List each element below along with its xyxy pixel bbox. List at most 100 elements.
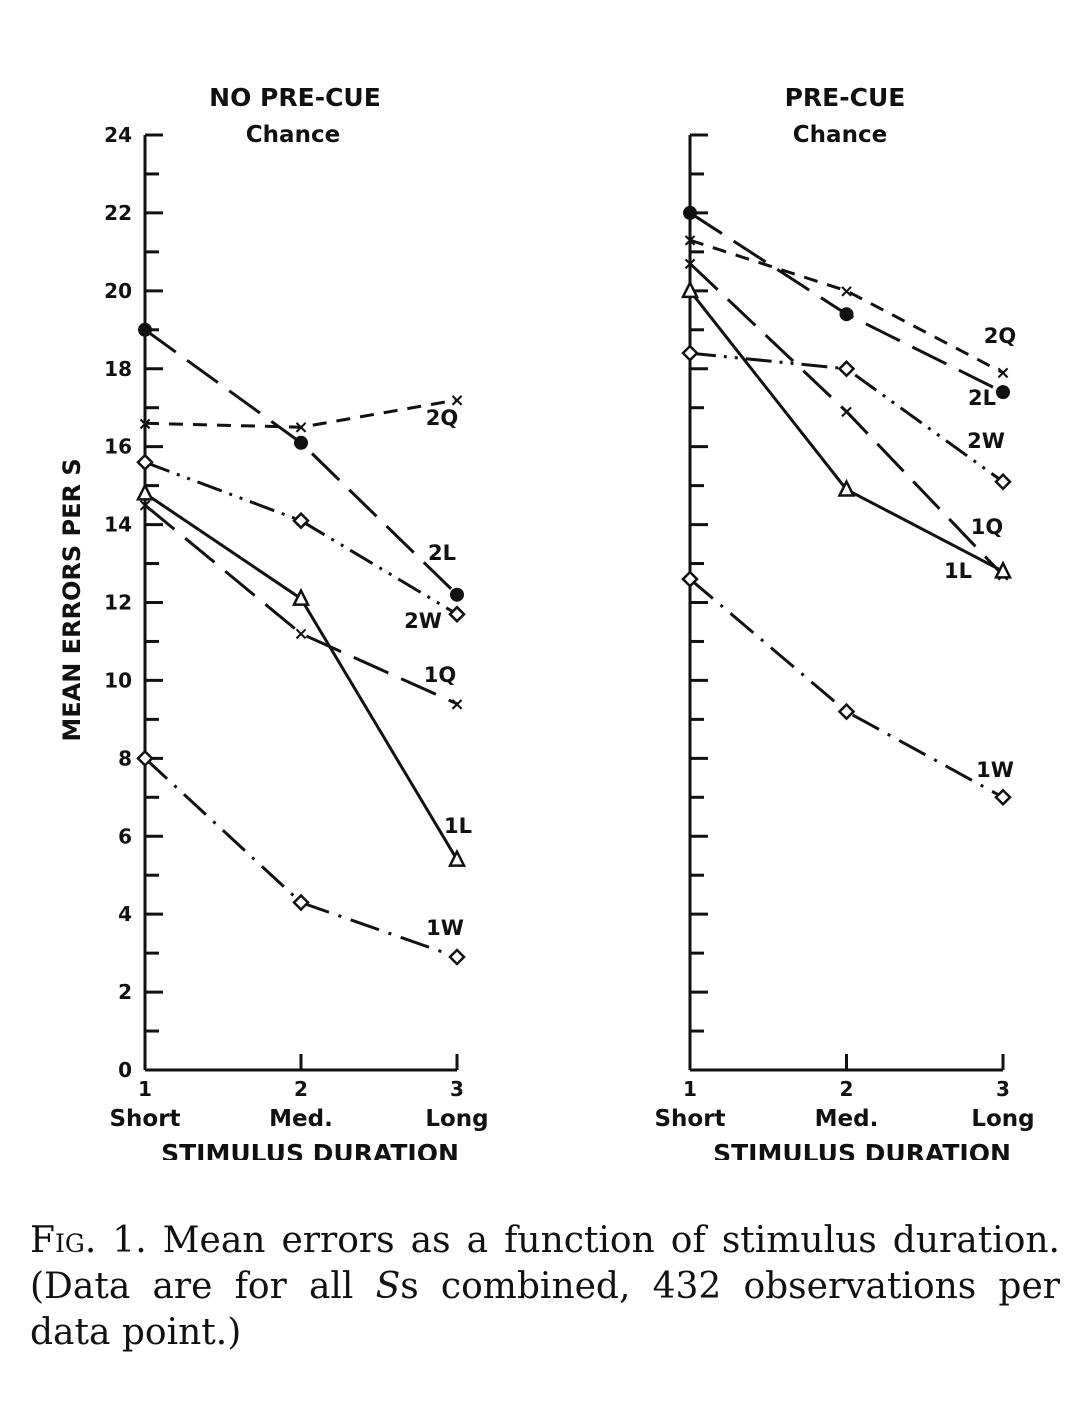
series-line <box>144 503 458 706</box>
x-category-label: Med. <box>815 1106 879 1132</box>
point-marker: × <box>293 624 308 645</box>
point-marker <box>994 472 1012 491</box>
point-marker <box>292 893 310 912</box>
point-marker <box>837 359 856 378</box>
panel-subtitle: Chance <box>793 122 887 148</box>
series-1q: ×××1Q <box>137 495 464 715</box>
point-marker <box>138 322 152 337</box>
point-marker <box>450 587 464 602</box>
point-marker: × <box>682 254 697 275</box>
series-line <box>689 577 1004 799</box>
y-tick-label: 6 <box>118 824 132 848</box>
panel-title: PRE-CUE <box>785 83 906 112</box>
series-label: 2L <box>428 541 456 565</box>
point-marker <box>994 788 1012 807</box>
y-tick-label: 0 <box>118 1058 132 1082</box>
figure-caption: Fig. 1. Mean errors as a function of sti… <box>30 1218 1060 1356</box>
series-line <box>689 238 1004 374</box>
point-marker <box>837 478 856 497</box>
point-marker <box>136 453 154 472</box>
point-marker <box>680 280 700 299</box>
y-tick-label: 24 <box>104 123 132 147</box>
point-marker <box>839 307 854 322</box>
y-tick-label: 20 <box>104 279 132 303</box>
point-marker <box>837 702 856 721</box>
point-marker <box>447 848 467 867</box>
series-2q: ×××2Q <box>137 390 464 438</box>
x-tick-label: 3 <box>450 1077 464 1101</box>
x-tick-label: 2 <box>294 1077 308 1101</box>
y-axis-label: MEAN ERRORS PER S <box>58 458 86 741</box>
point-marker: × <box>449 390 464 411</box>
y-tick-label: 12 <box>104 591 132 615</box>
point-marker: × <box>839 402 854 423</box>
x-axis: 1 Short 2 Med. 3 Long <box>109 1054 489 1132</box>
y-tick-label: 8 <box>118 746 132 770</box>
point-marker <box>292 511 310 530</box>
panel-no-pre-cue: NO PRE-CUE Chance 024681012141618202224 … <box>58 83 489 1160</box>
series-label: 1W <box>426 916 464 940</box>
y-tick-label: 22 <box>104 201 132 225</box>
x-category-label: Long <box>425 1106 488 1132</box>
series-label: 1L <box>944 559 972 583</box>
point-marker <box>136 749 154 768</box>
series-label: 1Q <box>971 515 1003 539</box>
panel-title: NO PRE-CUE <box>209 83 381 112</box>
caption-text-2: s combined, 432 observations per data po… <box>30 1266 1060 1353</box>
y-tick-label: 10 <box>104 668 132 692</box>
y-tick-label: 4 <box>118 902 132 926</box>
series-line <box>144 328 459 596</box>
series-2q: × × × 2Q <box>682 230 1016 383</box>
y-axis <box>688 133 708 1072</box>
caption-fig-label: Fig. 1. <box>30 1220 147 1261</box>
point-marker <box>993 560 1013 579</box>
series-2l: 2L <box>138 322 464 602</box>
series-2w: 2W <box>136 453 466 633</box>
point-marker <box>291 587 311 606</box>
series-1w: 1W <box>681 570 1014 807</box>
series-label: 2Q <box>984 324 1016 348</box>
caption-italic: S <box>375 1266 401 1307</box>
series-label: 2L <box>968 386 996 410</box>
x-category-label: Short <box>109 1106 180 1132</box>
series-label: 2Q <box>426 406 458 430</box>
point-marker <box>135 482 155 501</box>
series-label: 1Q <box>424 663 456 687</box>
series-2l: 2L <box>683 205 1010 410</box>
series-line <box>144 460 458 616</box>
series-1q: × × × 1Q <box>682 254 1010 587</box>
x-tick-label: 2 <box>840 1077 854 1101</box>
series-1l: 1L <box>135 482 472 867</box>
x-axis: 1 Short 2 Med. 3 Long <box>654 1054 1035 1132</box>
point-marker: × <box>137 413 152 434</box>
x-category-label: Long <box>971 1106 1034 1132</box>
point-marker: × <box>449 694 464 715</box>
point-marker <box>448 605 466 623</box>
point-marker <box>683 205 697 220</box>
point-marker: × <box>293 417 308 438</box>
point-marker: × <box>995 363 1010 384</box>
series-label: 2W <box>967 429 1005 453</box>
series-line <box>143 757 458 959</box>
point-marker <box>996 385 1010 400</box>
y-tick-label: 2 <box>118 980 132 1004</box>
series-line <box>688 262 1005 577</box>
series-label: 2W <box>404 609 442 633</box>
x-tick-label: 1 <box>683 1077 697 1101</box>
point-marker: × <box>839 281 854 302</box>
caption-text: Mean errors as a function of stimulus du… <box>30 1220 1060 1307</box>
series-1w: 1W <box>136 749 466 966</box>
series-label: 1W <box>976 758 1014 782</box>
point-marker: × <box>682 230 697 251</box>
y-tick-label: 16 <box>104 435 132 459</box>
point-marker <box>681 344 699 362</box>
point-marker <box>294 435 308 450</box>
x-category-label: Short <box>654 1106 725 1132</box>
panel-pre-cue: PRE-CUE Chance 1 Short 2 Med. 3 Long STIMULUS… <box>654 83 1034 1160</box>
series-label: 1L <box>444 814 472 838</box>
panel-subtitle: Chance <box>246 122 340 148</box>
series-1l: 1L <box>680 280 1013 583</box>
